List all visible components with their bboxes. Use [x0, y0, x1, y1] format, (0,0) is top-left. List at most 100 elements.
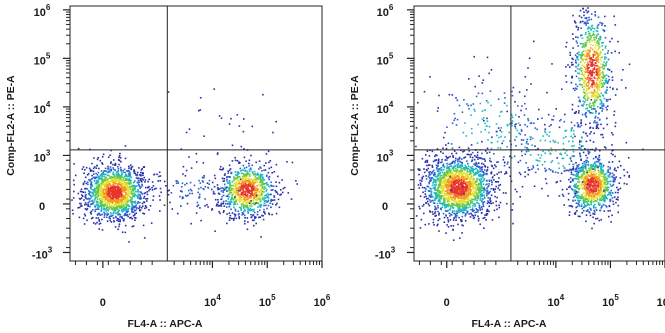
event-dot-1 — [592, 178, 595, 181]
event-dot-0 — [98, 188, 100, 191]
event-dot-0 — [469, 202, 472, 204]
event-dot-1 — [264, 187, 267, 190]
event-dot-0 — [132, 188, 134, 190]
event-dot-0 — [460, 194, 463, 196]
event-dot-0 — [433, 173, 435, 175]
event-dot-0 — [148, 209, 150, 211]
event-dot-1 — [587, 193, 589, 195]
event-dot-0 — [107, 193, 110, 195]
event-dot-1 — [270, 184, 272, 187]
event-dot-0 — [134, 187, 136, 189]
event-dot-0 — [478, 166, 481, 168]
event-dot-0 — [456, 168, 458, 171]
event-dot-0 — [129, 185, 131, 188]
event-dot-0 — [105, 208, 108, 210]
event-dot-1 — [578, 163, 580, 166]
event-dot-0 — [474, 164, 476, 166]
event-dot-1 — [582, 151, 585, 154]
event-dot-0 — [134, 200, 137, 203]
event-dot-0 — [488, 210, 490, 213]
event-dot-0 — [92, 176, 95, 179]
event-dot-1 — [230, 217, 232, 220]
event-dot-0 — [121, 173, 123, 176]
event-dot-0 — [482, 205, 485, 207]
event-dot-0 — [436, 202, 439, 205]
event-dot-0 — [491, 183, 493, 186]
event-dot-0 — [447, 197, 449, 200]
event-dot-0 — [130, 198, 132, 201]
event-dot-1 — [575, 202, 578, 204]
event-dot-0 — [505, 192, 507, 194]
event-dot-1 — [260, 236, 262, 238]
event-dot-1 — [252, 172, 254, 174]
event-dot-1 — [570, 205, 573, 207]
event-dot-0 — [449, 213, 452, 216]
event-dot-0 — [460, 201, 463, 203]
event-dot-2 — [229, 176, 231, 178]
event-dot-0 — [119, 178, 121, 180]
event-dot-1 — [614, 155, 616, 158]
event-dot-1 — [617, 196, 619, 198]
event-dot-0 — [94, 195, 97, 198]
event-dot-0 — [95, 217, 98, 219]
event-dot-0 — [94, 223, 97, 225]
event-dot-0 — [133, 172, 136, 174]
event-dot-0 — [89, 198, 91, 200]
event-dot-0 — [452, 199, 455, 202]
event-dot-0 — [144, 207, 146, 210]
event-dot-1 — [245, 170, 248, 172]
event-dot-3 — [272, 131, 274, 134]
event-dot-0 — [454, 193, 456, 195]
event-dot-0 — [136, 206, 138, 209]
event-dot-0 — [110, 190, 113, 192]
event-dot-0 — [483, 173, 485, 176]
event-dot-0 — [477, 215, 479, 218]
event-dot-1 — [597, 194, 600, 197]
event-dot-0 — [452, 180, 455, 183]
event-dot-1 — [602, 176, 605, 178]
event-dot-1 — [255, 177, 258, 180]
event-dot-0 — [143, 195, 146, 198]
event-dot-0 — [107, 203, 109, 205]
event-dot-1 — [259, 185, 261, 188]
event-dot-0 — [109, 198, 112, 201]
event-dot-1 — [600, 165, 602, 168]
event-dot-1 — [258, 198, 260, 200]
event-dot-1 — [240, 187, 242, 189]
event-dot-0 — [463, 167, 465, 169]
event-dot-2 — [181, 196, 184, 198]
event-dot-0 — [448, 168, 451, 171]
event-dot-0 — [132, 225, 135, 227]
event-dot-0 — [435, 181, 437, 184]
event-dot-0 — [437, 186, 440, 189]
event-dot-0 — [467, 199, 469, 202]
event-dot-0 — [128, 172, 130, 175]
event-dot-1 — [608, 161, 610, 163]
event-dot-0 — [464, 164, 466, 167]
event-dot-1 — [213, 185, 216, 188]
event-dot-0 — [431, 166, 434, 168]
event-dot-0 — [439, 181, 441, 183]
event-dot-1 — [218, 211, 220, 213]
event-dot-0 — [128, 193, 130, 196]
event-dot-1 — [241, 211, 244, 214]
event-dot-1 — [579, 155, 582, 158]
event-dot-0 — [140, 174, 142, 176]
event-dot-0 — [448, 185, 451, 188]
event-dot-1 — [263, 204, 265, 207]
event-dot-0 — [120, 176, 122, 178]
event-dot-1 — [237, 210, 240, 213]
event-dot-1 — [235, 217, 238, 220]
event-dot-1 — [598, 177, 600, 179]
event-dot-0 — [95, 182, 98, 184]
event-dot-0 — [477, 194, 479, 197]
event-dot-1 — [214, 177, 217, 180]
event-dot-0 — [137, 197, 139, 199]
event-dot-1 — [619, 177, 622, 179]
event-dot-0 — [121, 179, 124, 182]
event-dot-1 — [606, 197, 609, 200]
event-dot-0 — [107, 207, 110, 209]
event-dot-1 — [612, 179, 615, 181]
event-dot-0 — [455, 173, 457, 175]
event-dot-0 — [458, 176, 460, 178]
